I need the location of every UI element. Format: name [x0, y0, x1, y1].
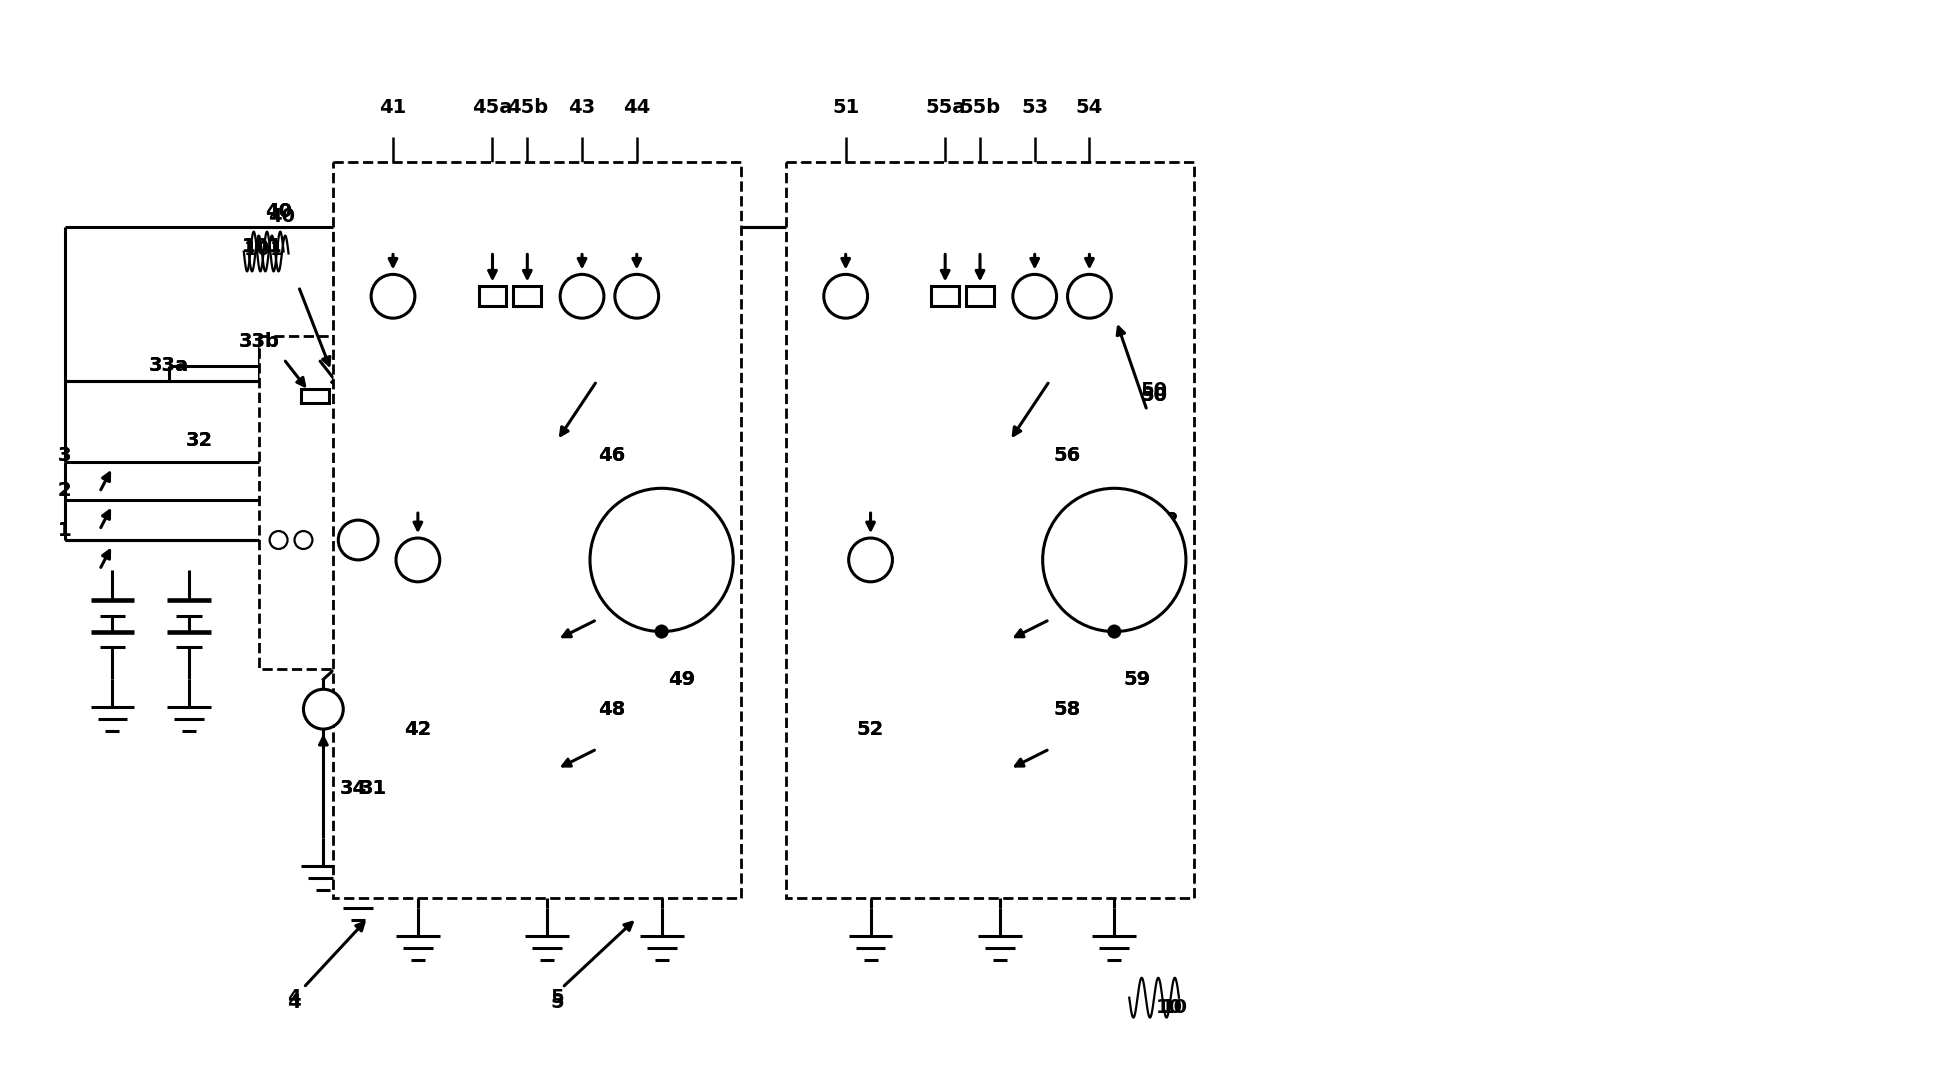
- Text: 101: 101: [241, 237, 282, 256]
- Bar: [333, 162, 742, 898]
- Text: 41: 41: [380, 98, 407, 117]
- Circle shape: [303, 689, 342, 729]
- Circle shape: [395, 538, 440, 582]
- Text: 56: 56: [1055, 446, 1080, 465]
- Text: 1: 1: [59, 521, 72, 539]
- Circle shape: [824, 274, 867, 318]
- Text: 32: 32: [186, 431, 213, 450]
- Text: 33a: 33a: [149, 356, 190, 376]
- Text: 49: 49: [667, 670, 695, 689]
- Text: 33b: 33b: [239, 331, 280, 351]
- Circle shape: [1043, 488, 1186, 632]
- Bar: [479, 286, 507, 306]
- Text: 45a: 45a: [472, 98, 513, 117]
- Text: 57: 57: [1055, 571, 1080, 589]
- Text: 3: 3: [59, 446, 72, 465]
- Text: 48: 48: [599, 699, 626, 719]
- Text: 42: 42: [405, 720, 431, 738]
- Bar: [967, 286, 994, 306]
- Text: 50: 50: [1141, 387, 1168, 405]
- Text: 101: 101: [243, 240, 284, 259]
- Circle shape: [1014, 274, 1057, 318]
- Circle shape: [589, 488, 734, 632]
- Text: 48: 48: [599, 699, 626, 719]
- Text: 43: 43: [568, 98, 595, 117]
- Text: 2: 2: [59, 480, 72, 500]
- Circle shape: [614, 274, 660, 318]
- Text: 58: 58: [1055, 699, 1080, 719]
- Text: M: M: [650, 548, 673, 572]
- Text: 5: 5: [550, 993, 564, 1012]
- Text: 57: 57: [1055, 571, 1080, 589]
- Text: 45b: 45b: [507, 98, 548, 117]
- Text: 4: 4: [286, 988, 299, 1007]
- Bar: [258, 337, 423, 670]
- Text: 34: 34: [341, 780, 366, 798]
- Circle shape: [339, 521, 378, 560]
- Text: 10: 10: [1161, 999, 1188, 1017]
- Text: 56: 56: [1055, 446, 1080, 465]
- Text: 2: 2: [59, 480, 72, 500]
- Text: 50: 50: [1141, 381, 1168, 401]
- Text: 51: 51: [832, 98, 859, 117]
- Text: 5: 5: [550, 988, 564, 1007]
- Circle shape: [372, 274, 415, 318]
- Text: 42: 42: [405, 720, 431, 738]
- Text: 55b: 55b: [959, 98, 1000, 117]
- Text: 33b: 33b: [239, 331, 280, 351]
- Text: 54: 54: [1076, 98, 1104, 117]
- Text: 40: 40: [264, 203, 292, 221]
- Bar: [513, 286, 542, 306]
- Circle shape: [656, 625, 669, 638]
- Bar: [337, 389, 364, 403]
- Text: 3: 3: [59, 446, 72, 465]
- Text: 46: 46: [599, 446, 626, 465]
- Circle shape: [560, 274, 605, 318]
- Bar: [787, 162, 1194, 898]
- Text: 59: 59: [1123, 670, 1151, 689]
- Text: 4: 4: [286, 993, 299, 1012]
- Text: 52: 52: [857, 720, 885, 738]
- Text: 33a: 33a: [149, 356, 190, 376]
- Bar: [301, 389, 329, 403]
- Text: 101: 101: [241, 237, 282, 256]
- Text: 10: 10: [1155, 999, 1182, 1017]
- Text: 102: 102: [1139, 511, 1180, 529]
- Text: 50: 50: [1141, 387, 1168, 405]
- Text: 102: 102: [1139, 511, 1180, 529]
- Circle shape: [294, 531, 313, 549]
- Text: 40: 40: [268, 207, 296, 227]
- Text: M: M: [1102, 548, 1125, 572]
- Circle shape: [270, 531, 288, 549]
- Text: 31: 31: [360, 780, 387, 798]
- Text: 34: 34: [341, 780, 366, 798]
- Bar: [932, 286, 959, 306]
- Text: 47: 47: [599, 571, 626, 589]
- Text: 58: 58: [1055, 699, 1080, 719]
- Text: 31: 31: [360, 780, 387, 798]
- Circle shape: [1067, 274, 1112, 318]
- Text: 1: 1: [59, 521, 72, 539]
- Text: 40: 40: [264, 203, 292, 221]
- Text: 49: 49: [667, 670, 695, 689]
- Text: 52: 52: [857, 720, 885, 738]
- Text: 32: 32: [186, 431, 213, 450]
- Circle shape: [849, 538, 892, 582]
- Text: 47: 47: [599, 571, 626, 589]
- Text: 44: 44: [622, 98, 650, 117]
- Text: 55a: 55a: [926, 98, 965, 117]
- Text: 102: 102: [1137, 549, 1178, 567]
- Text: 46: 46: [599, 446, 626, 465]
- Text: 53: 53: [1022, 98, 1049, 117]
- Text: 59: 59: [1123, 670, 1151, 689]
- Circle shape: [1108, 625, 1121, 638]
